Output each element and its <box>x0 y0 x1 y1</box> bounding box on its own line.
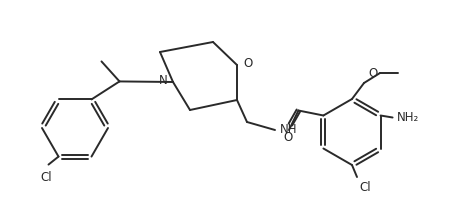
Text: Cl: Cl <box>40 170 52 183</box>
Text: NH₂: NH₂ <box>397 111 419 124</box>
Text: Cl: Cl <box>359 181 371 194</box>
Text: N: N <box>159 73 168 86</box>
Text: O: O <box>284 130 293 143</box>
Text: O: O <box>368 67 377 80</box>
Text: NH: NH <box>280 123 298 136</box>
Text: O: O <box>243 57 252 70</box>
